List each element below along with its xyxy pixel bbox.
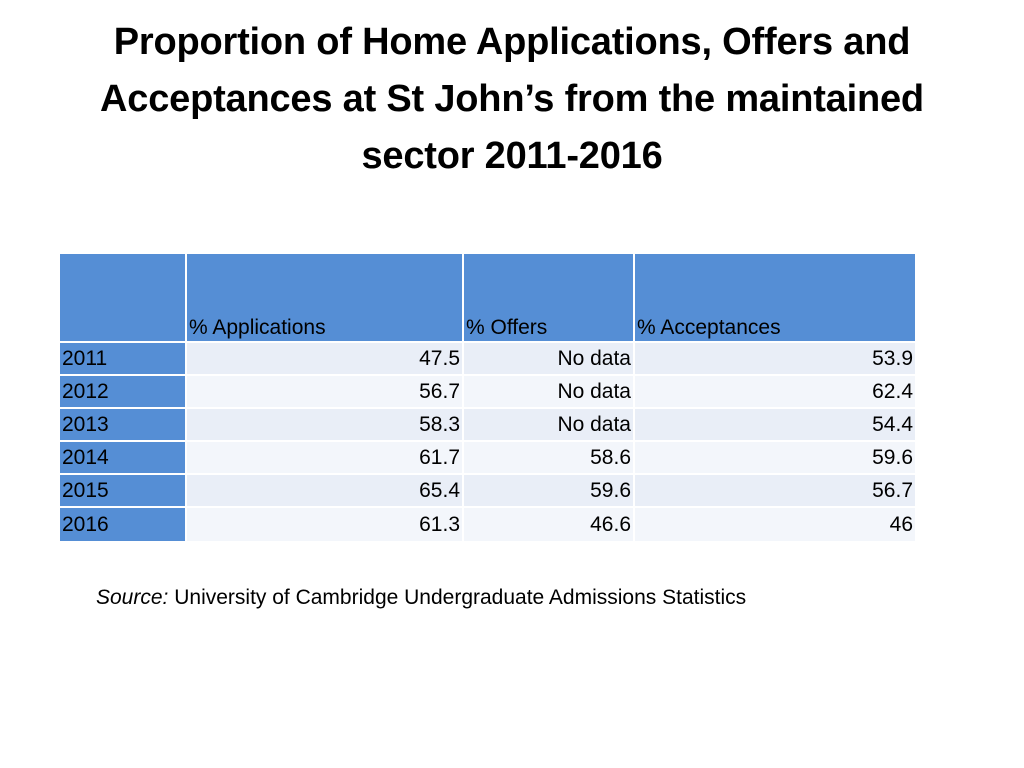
applications-cell: 58.3 — [187, 409, 464, 442]
applications-cell: 61.3 — [187, 508, 464, 541]
source-note: Source: University of Cambridge Undergra… — [96, 586, 746, 610]
data-table: % Applications % Offers % Acceptances 20… — [60, 254, 915, 541]
title-line-2: Acceptances at St John’s from the mainta… — [100, 78, 924, 120]
table-row: 2013 58.3 No data 54.4 — [60, 409, 915, 442]
table-row: 2014 61.7 58.6 59.6 — [60, 442, 915, 475]
year-cell: 2014 — [60, 442, 187, 475]
table-row: 2012 56.7 No data 62.4 — [60, 376, 915, 409]
acceptances-cell: 59.6 — [635, 442, 915, 475]
year-cell: 2016 — [60, 508, 187, 541]
applications-cell: 65.4 — [187, 475, 464, 508]
header-row: % Applications % Offers % Acceptances — [60, 254, 915, 343]
offers-cell: 58.6 — [464, 442, 635, 475]
source-label: Source: — [96, 586, 169, 609]
applications-cell: 56.7 — [187, 376, 464, 409]
table-row: 2011 47.5 No data 53.9 — [60, 343, 915, 376]
year-cell: 2013 — [60, 409, 187, 442]
slide-title: Proportion of Home Applications, Offers … — [60, 14, 964, 185]
title-line-1: Proportion of Home Applications, Offers … — [113, 21, 911, 63]
year-cell: 2011 — [60, 343, 187, 376]
table-row: 2015 65.4 59.6 56.7 — [60, 475, 915, 508]
title-line-3: sector 2011-2016 — [361, 135, 663, 177]
offers-cell: 59.6 — [464, 475, 635, 508]
acceptances-cell: 54.4 — [635, 409, 915, 442]
table-row: 2016 61.3 46.6 46 — [60, 508, 915, 541]
offers-cell: No data — [464, 409, 635, 442]
header-applications: % Applications — [187, 254, 464, 343]
offers-cell: No data — [464, 376, 635, 409]
offers-cell: No data — [464, 343, 635, 376]
acceptances-cell: 62.4 — [635, 376, 915, 409]
applications-cell: 61.7 — [187, 442, 464, 475]
header-acceptances: % Acceptances — [635, 254, 915, 343]
year-cell: 2015 — [60, 475, 187, 508]
applications-cell: 47.5 — [187, 343, 464, 376]
year-cell: 2012 — [60, 376, 187, 409]
header-year — [60, 254, 187, 343]
acceptances-cell: 46 — [635, 508, 915, 541]
header-offers: % Offers — [464, 254, 635, 343]
source-text: University of Cambridge Undergraduate Ad… — [174, 586, 747, 609]
acceptances-cell: 53.9 — [635, 343, 915, 376]
offers-cell: 46.6 — [464, 508, 635, 541]
acceptances-cell: 56.7 — [635, 475, 915, 508]
